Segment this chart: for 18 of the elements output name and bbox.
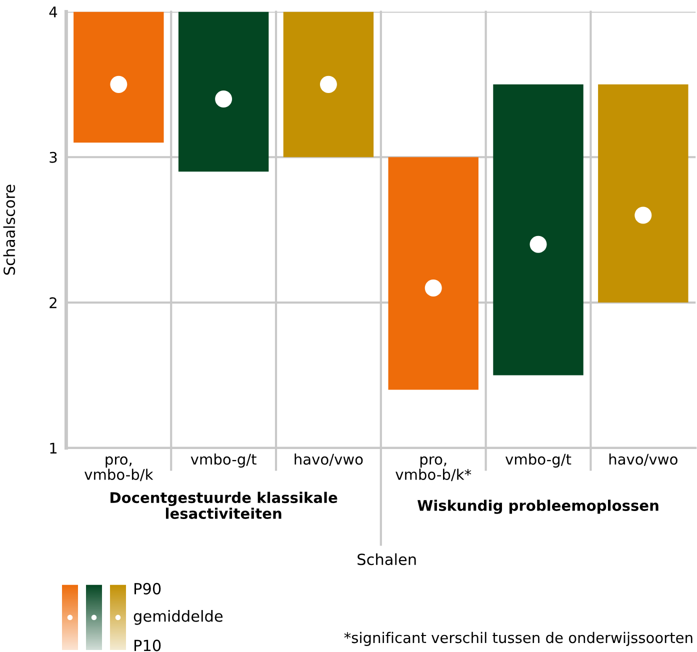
x-tick-label: havo/vwo bbox=[294, 453, 363, 466]
y-tick-label: 1 bbox=[50, 442, 57, 454]
x-tick-label: pro, vmbo-b/k* bbox=[396, 456, 472, 482]
x-tick-label: pro, vmbo-b/k bbox=[84, 456, 154, 482]
y-tick-label: 2 bbox=[50, 297, 56, 308]
text: Wiskundig probleemoplossen bbox=[418, 500, 658, 514]
text: Docentgestuurde klassikale lesactiviteiten bbox=[110, 492, 338, 519]
x-axis-title: Schalen bbox=[358, 553, 416, 566]
y-axis-title: Schaalscore bbox=[3, 184, 16, 275]
text: gemiddelde bbox=[134, 610, 223, 625]
y-tick-label: 3 bbox=[50, 152, 57, 163]
x-tick-label: vmbo-g/t bbox=[190, 453, 256, 468]
y-tick-label: 4 bbox=[49, 6, 58, 18]
text: P90 bbox=[134, 582, 161, 594]
text: *significant verschil tussen de onderwijssoorten bbox=[344, 632, 692, 646]
x-tick-label: havo/vwo bbox=[609, 453, 678, 466]
x-tick-label: vmbo-g/t bbox=[505, 453, 572, 468]
text: P10 bbox=[134, 640, 161, 652]
